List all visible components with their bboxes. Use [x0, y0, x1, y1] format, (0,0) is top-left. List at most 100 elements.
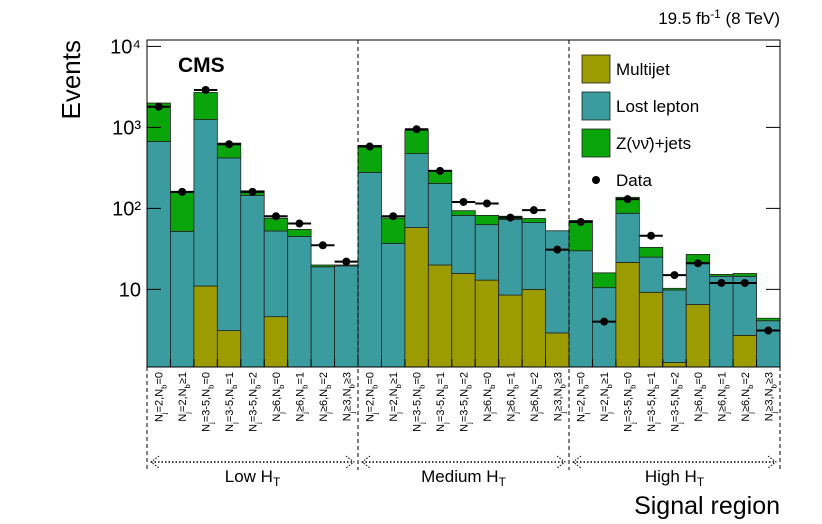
y-tick-label: 10⁴ — [110, 36, 141, 58]
group-arrow — [361, 455, 566, 469]
bar-segment — [662, 287, 687, 291]
x-tick-label: Nj≥6,Nb=2 — [740, 372, 755, 422]
data-point — [178, 187, 187, 196]
x-tick-label: Nj=3-5,Nb=1 — [646, 372, 661, 432]
data-point — [529, 206, 538, 215]
x-tick-label: Nj≥6,Nb=1 — [294, 372, 309, 422]
bar-segment — [638, 246, 664, 258]
bar-segment — [263, 230, 289, 318]
experiment-label: CMS — [178, 54, 225, 77]
x-tick-label: Nj≥6,Nb=0 — [482, 372, 497, 422]
bar-segment — [662, 362, 687, 368]
bar-segment — [592, 272, 617, 289]
x-tick-label: Nj≥6,Nb=1 — [716, 372, 731, 422]
data-point — [623, 195, 632, 204]
bar-segment — [732, 273, 757, 277]
data-point — [389, 212, 398, 221]
legend-label: Lost lepton — [616, 97, 699, 116]
bar-segment — [404, 129, 429, 154]
data-point — [717, 278, 726, 287]
bar-segment — [170, 230, 195, 368]
bar-segment — [193, 285, 218, 368]
bar-segment — [263, 316, 289, 368]
bar-segment — [427, 183, 453, 266]
x-tick-label: Nj=2,Nb≥1 — [177, 372, 192, 422]
y-axis-title: Events — [56, 40, 86, 120]
x-tick-label: Nj≥3,Nb≥3 — [763, 372, 778, 421]
bar-segment — [357, 172, 382, 368]
x-tick-label: Nj=3-5,Nb=2 — [670, 372, 685, 432]
data-point — [154, 102, 163, 111]
bar-segment — [662, 289, 687, 363]
bar-segment — [709, 275, 734, 368]
legend-swatch — [581, 91, 611, 121]
data-point — [764, 326, 773, 335]
x-tick-label: Nj=3-5,Nb=0 — [623, 372, 638, 432]
bar-segment — [685, 304, 711, 368]
bar-segment — [545, 332, 570, 368]
bar-segment — [287, 236, 312, 368]
data-point — [295, 219, 304, 228]
bar-segment — [474, 279, 500, 368]
data-point — [670, 271, 679, 280]
bar-segment — [474, 214, 500, 226]
y-tick-label: 10² — [112, 198, 141, 220]
bar-segment — [498, 294, 523, 368]
x-tick-label: Nj≥3,Nb≥3 — [552, 372, 567, 421]
bar-segment — [474, 224, 500, 281]
legend-label: Multijet — [616, 60, 670, 79]
legend-label: Z(νν̄)+jets — [616, 134, 691, 153]
x-tick-label: Nj=3-5,Nb=0 — [412, 372, 427, 432]
bar-segment — [193, 119, 218, 287]
bar-segment — [170, 192, 195, 232]
data-point — [576, 217, 585, 226]
bar-segment — [638, 291, 664, 368]
data-point — [693, 259, 702, 268]
y-tick-label: 10³ — [112, 117, 141, 139]
bar-segment — [404, 153, 429, 228]
bar-segment — [427, 264, 453, 368]
x-tick-label: Nj≥6,Nb=0 — [693, 372, 708, 422]
x-tick-label: Nj≥3,Nb≥3 — [341, 372, 356, 421]
x-tick-label: Nj=2,Nb≥1 — [388, 372, 403, 422]
legend-marker — [592, 176, 600, 184]
x-tick-label: Nj=3-5,Nb=1 — [224, 372, 239, 432]
data-point — [647, 231, 656, 240]
x-tick-label: Nj=2,Nb=0 — [154, 372, 169, 422]
data-point — [365, 142, 374, 151]
bar-segment — [756, 317, 781, 322]
bar-segment — [498, 219, 523, 296]
bar-segment — [592, 287, 617, 368]
x-tick-label: Nj=3-5,Nb=0 — [201, 372, 216, 432]
bar-segment — [381, 242, 406, 368]
bar-segment — [310, 264, 335, 268]
x-tick-label: Nj=3-5,Nb=2 — [459, 372, 474, 432]
x-tick-label: Nj=3-5,Nb=1 — [435, 372, 450, 432]
group-arrow — [150, 455, 355, 469]
bar-segment — [451, 273, 476, 368]
bar-segment — [404, 227, 429, 368]
data-point — [553, 245, 562, 254]
x-axis-title: Signal region — [634, 492, 780, 520]
legend-label: Data — [616, 171, 652, 190]
bar-segment — [521, 218, 546, 223]
x-tick-label: Nj≥6,Nb=1 — [505, 372, 520, 422]
data-point — [506, 213, 515, 222]
y-tick-label: 10 — [119, 279, 141, 301]
bar-segment — [193, 92, 218, 120]
bar-segment — [521, 222, 546, 290]
legend-swatch — [581, 54, 611, 84]
bar-segment — [381, 217, 406, 244]
x-tick-label: Nj=3-5,Nb=2 — [248, 372, 263, 432]
bar-segment — [521, 288, 546, 368]
bar-segment — [638, 256, 664, 293]
bar-segment — [310, 266, 335, 368]
data-point — [318, 241, 327, 250]
bar-segment — [287, 229, 312, 237]
data-point — [201, 85, 210, 94]
x-tick-label: Nj≥6,Nb=0 — [271, 372, 286, 422]
x-tick-label: Nj≥6,Nb=2 — [529, 372, 544, 422]
lumi-label: 19.5 fb-1 (8 TeV) — [658, 7, 780, 28]
data-point — [412, 125, 421, 134]
x-tick-label: Nj=2,Nb=0 — [576, 372, 591, 422]
